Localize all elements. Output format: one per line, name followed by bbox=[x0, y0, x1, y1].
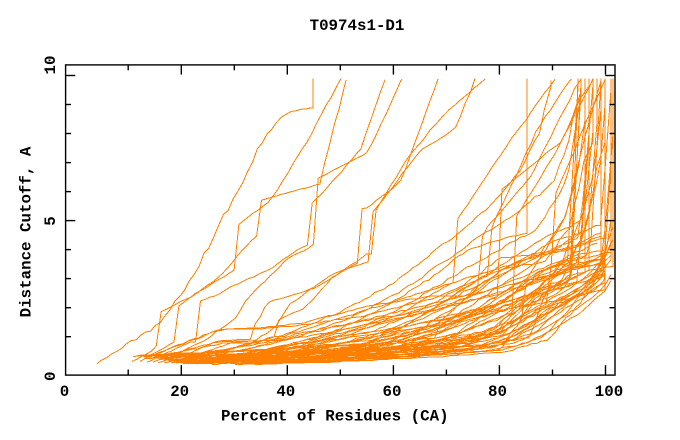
svg-text:Distance Cutoff, A: Distance Cutoff, A bbox=[17, 146, 35, 317]
svg-text:T0974s1-D1: T0974s1-D1 bbox=[310, 17, 405, 35]
svg-text:60: 60 bbox=[383, 383, 402, 401]
svg-text:Percent of Residues (CA): Percent of Residues (CA) bbox=[221, 407, 449, 425]
svg-text:0: 0 bbox=[42, 372, 60, 381]
svg-text:5: 5 bbox=[42, 216, 60, 225]
svg-text:80: 80 bbox=[488, 383, 507, 401]
svg-text:10: 10 bbox=[42, 56, 60, 75]
svg-text:20: 20 bbox=[170, 383, 189, 401]
svg-text:0: 0 bbox=[60, 383, 69, 401]
svg-text:40: 40 bbox=[276, 383, 295, 401]
svg-text:100: 100 bbox=[595, 383, 623, 401]
